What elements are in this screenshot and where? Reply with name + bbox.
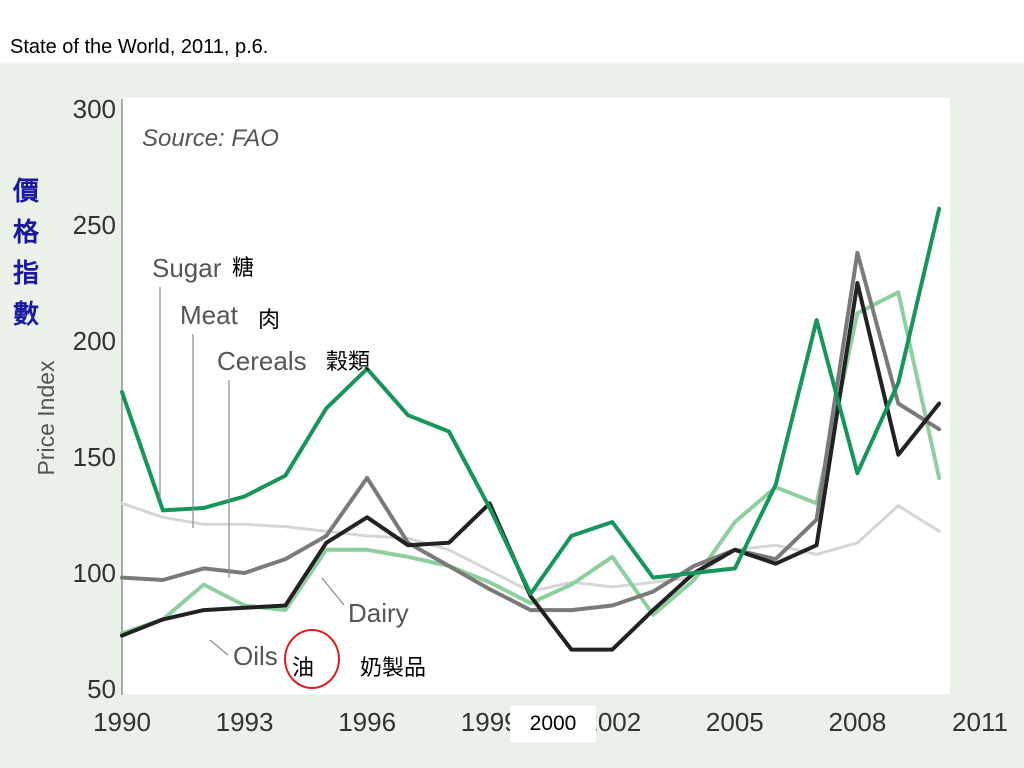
series-line-meat — [120, 281, 942, 652]
x-tick-label-1999: 1999 — [461, 707, 519, 737]
oils-highlight-circle — [284, 629, 340, 689]
y-axis-title: Price Index — [33, 360, 59, 476]
x-tick-label-1996: 1996 — [338, 707, 396, 737]
y-tick-label-100: 100 — [73, 558, 116, 588]
cn-char-2: 格 — [12, 218, 39, 248]
series-line-dairy — [120, 290, 942, 636]
series-label-oils: Oils — [233, 641, 278, 671]
x-tick-label-2011: 2011 — [952, 707, 1008, 737]
x-tick-label-1993: 1993 — [216, 707, 274, 737]
leader-line-oils — [209, 639, 229, 656]
y-tick-label-150: 150 — [73, 442, 116, 472]
source-note: Source: FAO — [142, 125, 279, 152]
year-2000-tag: 2000 — [510, 706, 596, 742]
series-label-dairy: Dairy — [348, 598, 409, 628]
cn-char-3: 指 — [12, 259, 39, 289]
cn-char-1: 價 — [12, 177, 39, 207]
meat-label-cn: 肉 — [258, 308, 281, 333]
x-tick-label-1990: 1990 — [93, 707, 151, 737]
y-tick-label-250: 250 — [73, 210, 116, 240]
figure-caption: State of the World, 2011, p.6. — [10, 36, 269, 58]
series-label-meat: Meat — [180, 300, 239, 330]
y-tick-label-200: 200 — [73, 326, 116, 356]
series-label-cereals: Cereals — [217, 346, 307, 376]
leader-line-dairy — [321, 577, 345, 606]
dairy-label-cn: 奶製品 — [360, 656, 427, 681]
x-tick-label-2008: 2008 — [829, 707, 887, 737]
series-line-sugar — [120, 206, 942, 596]
sugar-label-cn: 糖 — [232, 256, 255, 281]
vertical-price-index-label-cn: 價 格 指 數 — [8, 172, 44, 336]
cn-char-4: 數 — [12, 300, 39, 330]
series-label-sugar: Sugar — [152, 253, 222, 283]
series-line-cereals — [120, 250, 942, 613]
plot-area — [122, 98, 950, 694]
x-tick-label-2005: 2005 — [706, 707, 764, 737]
cereals-label-cn: 穀類 — [326, 350, 371, 375]
y-tick-label-50: 50 — [87, 674, 116, 704]
y-tick-label-300: 300 — [73, 94, 116, 124]
